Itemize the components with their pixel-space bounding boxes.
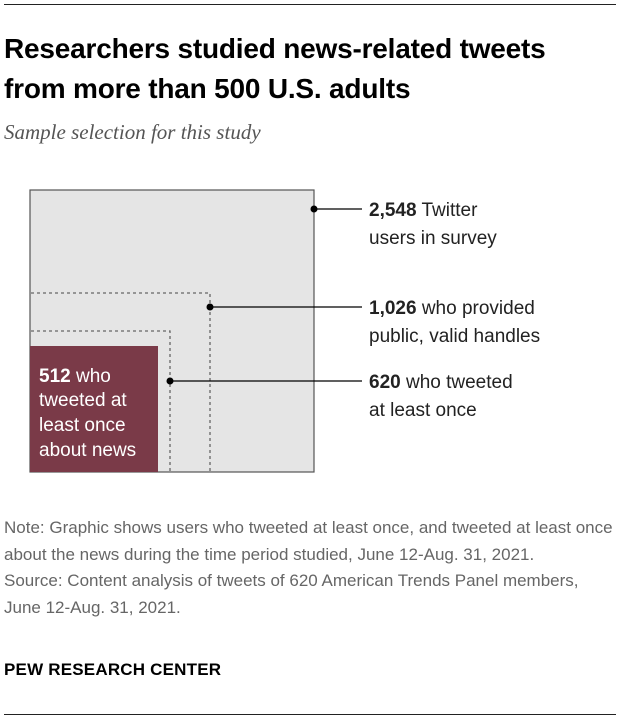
inner-label-line2: tweeted at <box>39 390 127 411</box>
inner-label-line3: least once <box>39 415 126 436</box>
valid-handles-text-1: who provided <box>421 298 535 319</box>
callout-valid-handles: 1,026 who provided public, valid handles <box>206 298 540 347</box>
chart-title: Researchers studied news-related tweets … <box>4 33 546 104</box>
chart-subtitle: Sample selection for this study <box>4 120 261 144</box>
tweeted-once-text-1: who tweeted <box>405 372 513 393</box>
survey-users-text-1b: Twitter <box>421 200 478 221</box>
inner-label-line1: 512 who <box>39 366 111 387</box>
callout-label-line1: 620 who tweeted <box>369 372 513 393</box>
note-text: Note: Graphic shows users who tweeted at… <box>4 518 613 564</box>
survey-users-text-2: users in survey <box>369 228 497 249</box>
dashed-region-tweeted-once <box>31 330 171 472</box>
callout-label-line1: 1,026 who provided <box>369 298 535 319</box>
callout-label-line1: 2,548 Twitter <box>369 200 478 221</box>
chart-notes: Note: Graphic shows users who tweeted at… <box>4 515 614 621</box>
survey-users-count: 2,548 <box>369 200 417 221</box>
inner-box-news-tweeters <box>30 346 158 472</box>
valid-handles-count: 1,026 <box>369 298 417 319</box>
brand-credit: PEW RESEARCH CENTER <box>4 660 222 679</box>
nested-sample-diagram: 2,548 Twitter users in survey 1,026 who … <box>29 189 540 473</box>
source-text: Source: Content analysis of tweets of 62… <box>4 571 579 617</box>
inner-text-1: who <box>75 366 111 387</box>
tweeted-once-count: 620 <box>369 372 401 393</box>
tweeted-once-text-2: at least once <box>369 400 477 421</box>
callout-tweeted-once: 620 who tweeted at least once <box>166 372 513 421</box>
inner-box-label: 512 who tweeted at least once about news <box>39 366 136 461</box>
valid-handles-text-2: public, valid handles <box>369 326 540 347</box>
bottom-rule <box>4 714 616 715</box>
news-tweeters-count: 512 <box>39 366 71 387</box>
callout-survey-users: 2,548 Twitter users in survey <box>310 200 497 249</box>
top-rule <box>4 4 616 5</box>
inner-label-line4: about news <box>39 440 136 461</box>
